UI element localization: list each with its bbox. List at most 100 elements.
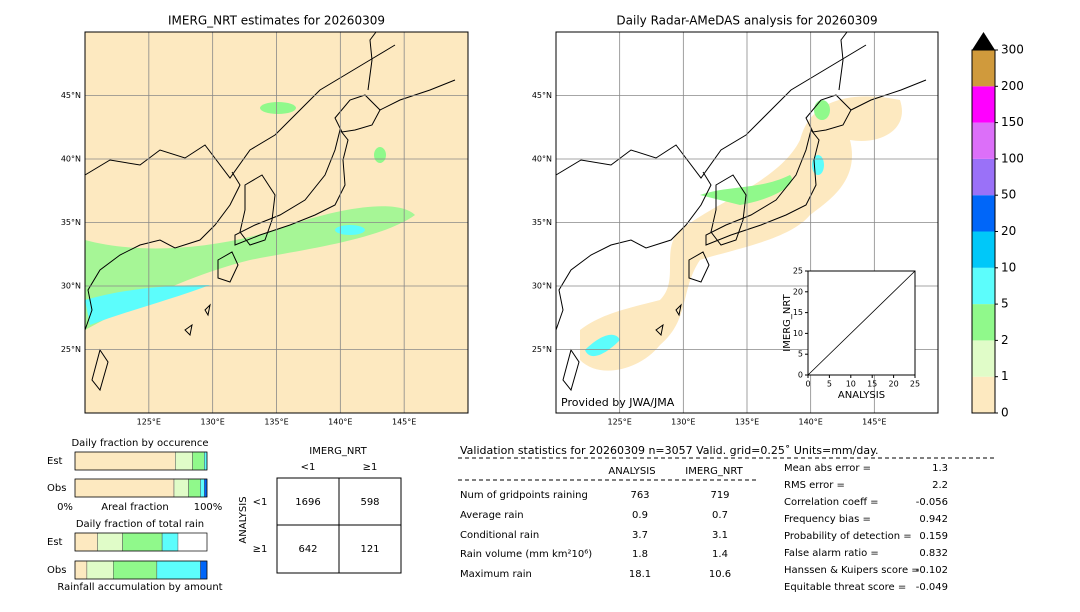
label: Average rain xyxy=(460,510,524,521)
label: -0.056 xyxy=(916,497,948,508)
label: 145°E xyxy=(862,418,886,427)
fraction-segment xyxy=(175,451,193,471)
colorbar-bin xyxy=(972,376,995,413)
label: 130°E xyxy=(671,418,695,427)
label: 0 xyxy=(1001,406,1009,420)
label: 20 xyxy=(889,380,899,389)
label: 763 xyxy=(630,490,649,501)
label: 10.6 xyxy=(709,569,731,580)
fraction-segment xyxy=(97,532,123,552)
label: Areal fraction xyxy=(101,502,168,513)
label: 35°N xyxy=(532,218,552,227)
label: ANALYSIS xyxy=(838,390,885,401)
fraction-segment xyxy=(200,478,205,498)
label: Rainfall accumulation by amount xyxy=(57,582,222,593)
label: 150 xyxy=(1001,115,1024,129)
diagonal xyxy=(807,270,916,376)
label: Rain volume (mm km²10⁶) xyxy=(460,549,592,560)
fraction-segment xyxy=(200,560,208,580)
bar-frame xyxy=(74,560,208,580)
label: 5 xyxy=(1001,297,1009,311)
label: <1 xyxy=(301,462,316,473)
label: 35°N xyxy=(61,218,81,227)
label: RMS error = xyxy=(784,480,845,491)
label: 642 xyxy=(298,544,317,555)
label: 719 xyxy=(710,490,729,501)
label: Conditional rain xyxy=(460,530,539,541)
label: 20 xyxy=(1001,224,1016,238)
label: ANALYSIS xyxy=(238,496,249,543)
label: 0.832 xyxy=(919,548,948,559)
map-frame xyxy=(555,31,939,414)
fraction-segment xyxy=(113,560,158,580)
label: Obs xyxy=(47,483,66,494)
fraction-segment xyxy=(188,478,201,498)
label: 1.8 xyxy=(632,549,648,560)
label: 1696 xyxy=(295,497,320,508)
label: Mean abs error = xyxy=(784,463,871,474)
label: Maximum rain xyxy=(460,569,532,580)
label: 100 xyxy=(1001,151,1024,165)
label: 5 xyxy=(798,350,803,359)
label: 40°N xyxy=(61,155,81,164)
label: Provided by JWA/JMA xyxy=(561,396,675,409)
fraction-segment xyxy=(156,560,201,580)
label: -0.049 xyxy=(916,582,948,593)
fraction-segment xyxy=(74,451,176,471)
label: 1.3 xyxy=(932,463,948,474)
map-frame xyxy=(84,31,469,414)
label: 30°N xyxy=(61,282,81,291)
label: Est xyxy=(47,537,63,548)
label: Daily Radar-AMeDAS analysis for 20260309 xyxy=(616,14,877,28)
label: Daily fraction of total rain xyxy=(76,519,204,530)
colorbar-extend xyxy=(972,32,995,50)
colorbar-bin xyxy=(972,50,995,87)
label: 125°E xyxy=(137,418,161,427)
label: 15 xyxy=(867,380,877,389)
label: Correlation coeff = xyxy=(784,497,879,508)
label: IMERG_NRT xyxy=(782,293,793,351)
fraction-segment xyxy=(192,451,205,471)
bar-frame xyxy=(74,532,208,552)
label: 1.4 xyxy=(712,549,728,560)
label: 5 xyxy=(827,380,832,389)
label: False alarm ratio = xyxy=(784,548,879,559)
fraction-segment xyxy=(74,560,88,580)
label: ≥1 xyxy=(253,544,268,555)
fraction-segment xyxy=(74,532,98,552)
label: 135°E xyxy=(735,418,759,427)
label: 18.1 xyxy=(629,569,651,580)
label: 0 xyxy=(798,371,803,380)
label: Equitable threat score = xyxy=(784,582,906,593)
label: 45°N xyxy=(532,91,552,100)
label: 0% xyxy=(57,502,73,513)
colorbar-bin xyxy=(972,231,995,268)
fraction-segment xyxy=(86,560,114,580)
label: 1 xyxy=(1001,369,1009,383)
label: 135°E xyxy=(264,418,288,427)
bar-frame xyxy=(74,478,208,498)
colorbar-bin xyxy=(972,340,995,377)
label: 15 xyxy=(793,308,803,317)
label: 145°E xyxy=(392,418,416,427)
placeholder xyxy=(1,1,2,2)
colorbar-bin xyxy=(972,86,995,123)
label: 140°E xyxy=(799,418,823,427)
label: 2 xyxy=(1001,333,1009,347)
label: 0.159 xyxy=(919,531,948,542)
fraction-segment xyxy=(173,478,189,498)
label: 40°N xyxy=(532,155,552,164)
label: 25°N xyxy=(61,345,81,354)
label: Est xyxy=(47,456,63,467)
colorbar-bin xyxy=(972,267,995,305)
label: 125°E xyxy=(608,418,632,427)
label: Obs xyxy=(47,565,66,576)
label: 130°E xyxy=(201,418,225,427)
label: Validation statistics for 20260309 n=305… xyxy=(460,444,879,457)
label: 20 xyxy=(793,287,803,296)
label: Hanssen & Kuipers score = xyxy=(784,565,920,576)
label: 100% xyxy=(194,502,223,513)
fraction-segment xyxy=(122,532,163,552)
label: 598 xyxy=(360,497,379,508)
